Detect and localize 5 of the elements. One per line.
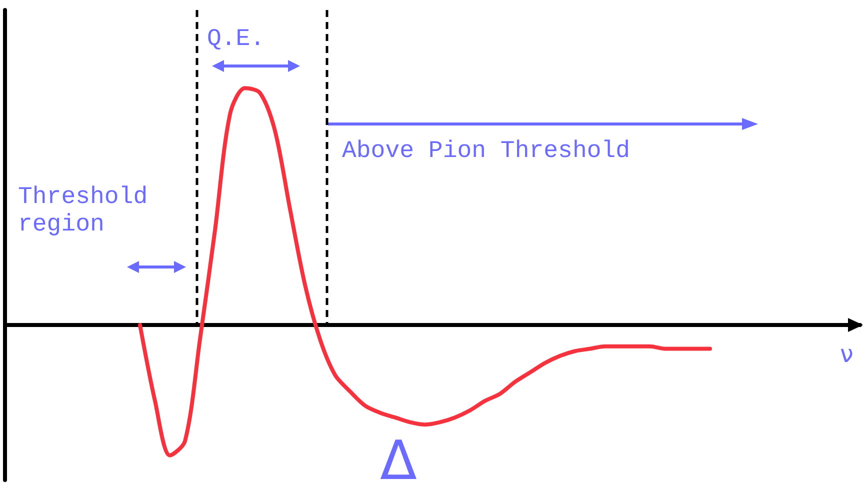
annotation: Above Pion Threshold — [342, 138, 630, 165]
text: Q.E. — [207, 26, 265, 53]
x-axis-title: ν — [840, 340, 854, 368]
annotation: Δ — [380, 429, 417, 489]
annotation: Threshold region — [18, 184, 162, 238]
